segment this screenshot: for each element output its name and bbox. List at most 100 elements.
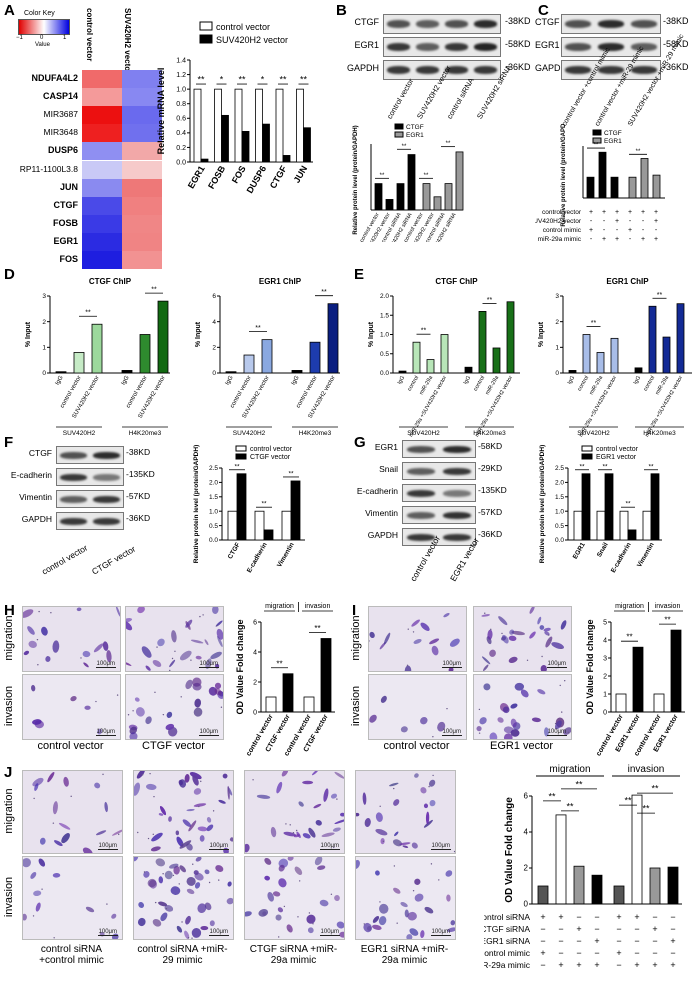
scale-bar: 100μm <box>208 843 229 850</box>
heatmap-gene-label: MIR3687 <box>43 109 79 120</box>
od9-ylabel: OD Value Fold change <box>235 619 245 714</box>
blot-strip <box>402 440 476 458</box>
odj-row-sign: + <box>616 948 621 958</box>
chip3-bar <box>157 300 169 374</box>
mrna-y-tick-label: 1.0 <box>176 86 186 93</box>
mrna-y-tick-label: 0.2 <box>176 145 186 152</box>
prot8-legend-label: EGR1 vector <box>596 454 637 461</box>
prot8-ylabel: Relative protein level (protein/GAPDH) <box>539 445 546 563</box>
blot-lane-label: control vector <box>385 77 416 121</box>
odj-row-label: CTGF siRNA <box>484 924 530 934</box>
odj-row-sign: + <box>558 912 563 922</box>
blot-row-label: GAPDH <box>535 63 568 73</box>
scale-bar: 100μm <box>198 661 219 668</box>
blot-size-label: -36KD <box>663 62 689 72</box>
odj-row-sign: + <box>540 912 545 922</box>
micrograph-cells <box>23 858 119 939</box>
mrna-sig: * <box>220 75 224 85</box>
chip4-x-label: IgG <box>291 375 301 387</box>
prot7-legend-swatch <box>235 453 247 460</box>
micrographs-i: migration 100μm 100μm invasion 100μm 100μm con… <box>348 604 578 754</box>
protc-row-sign: + <box>654 236 658 243</box>
micrograph: 100μm <box>133 770 234 854</box>
odj-row-sign: − <box>670 948 675 958</box>
micrograph: 100μm <box>22 856 123 940</box>
blot-row-label: CTGF <box>535 17 560 27</box>
heatmap-grid <box>82 70 162 270</box>
odj-row-sign: + <box>634 960 639 970</box>
prot8-sig: ** <box>648 463 654 470</box>
od9-bar <box>265 696 277 713</box>
chip3-ylabel: % Input <box>25 321 32 347</box>
micrographs-j: migration 100μm 100μm 100μm 100μm invasion 100… <box>0 768 460 996</box>
blot-band <box>473 66 498 74</box>
protc-legend-label: EGR1 <box>604 138 622 145</box>
heatmap-gene-label: MIR3648 <box>43 127 79 138</box>
blot-size-label: -58KD <box>505 39 531 49</box>
prot7-y-tick-label: 2.0 <box>209 480 218 487</box>
heatmap-cell <box>122 160 162 179</box>
od10-y-tick-label: 0 <box>603 709 607 716</box>
protb-sig: ** <box>446 141 451 147</box>
color-key-tick: 0 <box>40 35 44 41</box>
heatmap-gene-label: FOS <box>59 254 78 264</box>
micrograph: 100μm <box>22 606 121 672</box>
chip3-y-tick-label: 2 <box>42 319 46 326</box>
chip4-y-tick-label: 4 <box>212 319 216 326</box>
protc-row-sign: - <box>603 218 606 225</box>
color-key-value-label: Value <box>35 42 50 48</box>
micro-col-label: control siRNA +miR-29 mimic <box>137 944 228 966</box>
scale-bar: 100μm <box>441 729 462 736</box>
blot-band <box>386 43 411 51</box>
od10-sig: ** <box>626 633 632 642</box>
protc-row-sign: + <box>628 209 632 216</box>
blot-size-label: -57KD <box>126 491 151 501</box>
blot-band <box>442 467 472 475</box>
od9-bar <box>282 673 294 713</box>
micrograph: 100μm <box>125 674 224 740</box>
chip3-bar <box>55 371 67 374</box>
blot-row-label: GAPDH <box>21 514 52 524</box>
blot-strip <box>561 60 661 80</box>
mrna-bar <box>275 88 284 163</box>
micro-row-label: migration <box>3 788 15 834</box>
blot-strip <box>56 446 124 464</box>
chip3-bar <box>91 323 103 374</box>
mrna-y-tick-label: 0.6 <box>176 116 186 123</box>
protb-bar <box>422 183 431 211</box>
heatmap-gene-label: NDUFA4L2 <box>31 73 78 83</box>
blot-band <box>386 66 411 74</box>
scale-bar: 100μm <box>95 729 116 736</box>
od10-group-label: migration <box>615 603 644 610</box>
heatmap-cell <box>82 232 122 251</box>
protc-row-sign: + <box>615 209 619 216</box>
blot-band <box>444 66 469 74</box>
micrograph-cells <box>134 771 233 853</box>
blot-row-label: E-cadherin <box>356 486 398 496</box>
prot8-x-label: Snail <box>596 541 610 558</box>
blot-row-label: GAPDH <box>367 530 398 540</box>
odj-row-sign: − <box>594 912 599 922</box>
chart-protein-f: 0.0 0.5 1.0 1.5 2.0 2.5 Relative protein level… <box>193 445 305 574</box>
protc-ylabel: Relative protein level (protein/GAPDH) <box>561 124 567 227</box>
scale-bar: 100μm <box>95 661 116 668</box>
protc-row-sign: - <box>642 227 645 234</box>
protb-bar <box>396 183 405 211</box>
chip5-bar <box>426 359 435 374</box>
color-key-gradient <box>18 19 70 35</box>
mrna-y-tick-label: 1.4 <box>176 57 186 64</box>
heatmap-cell <box>82 70 122 89</box>
prot7-bar <box>263 529 274 541</box>
blot-band <box>415 43 440 51</box>
prot7-bar <box>281 510 292 541</box>
micrograph: 100μm <box>368 606 467 672</box>
chip5-y-tick-label: 1.5 <box>380 312 389 319</box>
chip6-ylabel: % Input <box>538 321 545 347</box>
mrna-y-tick-label: 0.4 <box>176 130 186 137</box>
chip5-title: CTGF ChIP <box>435 277 478 286</box>
chip4-group-label: H4K20me3 <box>299 430 332 437</box>
chip3-y-tick-label: 0 <box>42 370 46 377</box>
odj-row-sign: − <box>670 924 675 934</box>
chip3-bar <box>139 334 151 374</box>
